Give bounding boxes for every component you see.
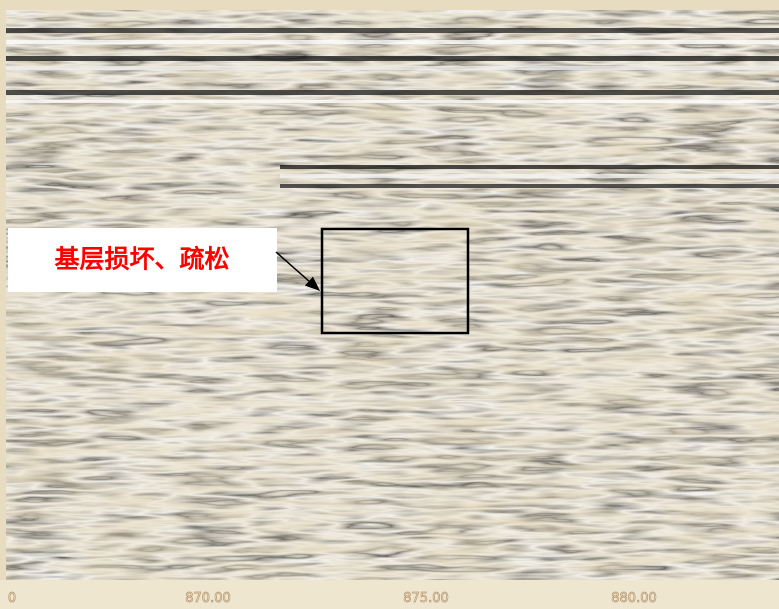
defect-region	[320, 227, 470, 335]
axis-strip	[0, 580, 779, 609]
axis-label: 875.00	[403, 591, 449, 606]
reflection-layers	[6, 28, 779, 188]
radar-image	[6, 10, 779, 580]
axis-label: 880.00	[611, 591, 657, 606]
axis-label: 0	[8, 591, 16, 606]
annotation-label: 基层损坏、疏松	[54, 245, 229, 274]
annotation-arrow	[275, 251, 321, 291]
axis-label: 870.00	[185, 591, 231, 606]
annotation-box	[8, 228, 277, 292]
